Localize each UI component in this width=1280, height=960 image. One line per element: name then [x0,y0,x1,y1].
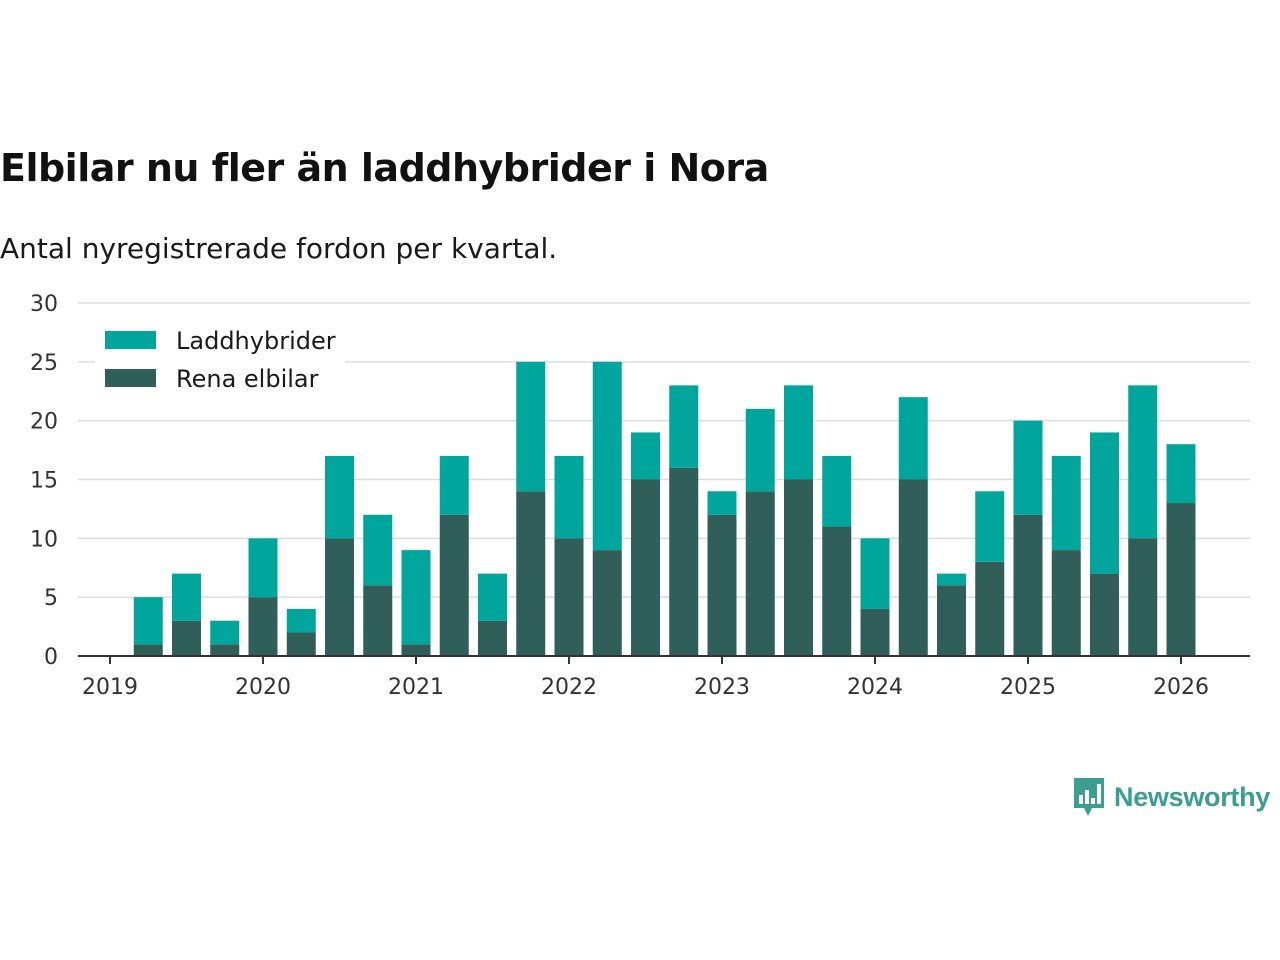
bar-rena-elbilar [669,467,699,656]
bar-laddhybrider [860,538,890,609]
bar-rena-elbilar [439,514,469,656]
x-tick-label: 2025 [1000,675,1056,700]
bar-laddhybrider [478,573,507,621]
bar-laddhybrider [631,432,660,480]
legend-label: Laddhybrider [176,327,336,355]
bar-laddhybrider [707,491,737,515]
bar-laddhybrider [516,361,546,492]
bar-laddhybrider [363,514,393,586]
bar-rena-elbilar [592,550,622,656]
bar-rena-elbilar [1013,514,1043,656]
bar-laddhybrider [975,491,1005,562]
x-tick-label: 2024 [847,675,903,700]
bar-rena-elbilar [325,538,354,656]
bar-laddhybrider [554,455,584,539]
bar-chart-speech-bubble-icon [1074,778,1104,816]
bar-rena-elbilar [631,479,660,656]
legend-swatch [105,369,156,387]
x-tick-label: 2023 [694,675,750,700]
legend: Laddhybrider Rena elbilar [95,322,345,400]
x-tick-label: 2022 [541,675,597,700]
bar-laddhybrider [1051,455,1081,551]
chart-subtitle: Antal nyregistrerade fordon per kvartal. [0,232,558,265]
bar-rena-elbilar [172,620,201,656]
bar-laddhybrider [745,408,775,492]
bar-rena-elbilar [286,632,316,656]
bar-laddhybrider [325,455,354,539]
bar-rena-elbilar [1090,573,1119,656]
y-tick-label: 25 [30,351,58,376]
y-tick-label: 20 [30,410,58,435]
bar-laddhybrider [898,397,928,480]
bar-laddhybrider [1090,432,1119,574]
bar-rena-elbilar [784,479,813,656]
bar-laddhybrider [822,455,852,527]
bar-rena-elbilar [1128,538,1158,656]
bar-rena-elbilar [975,561,1005,656]
bar-laddhybrider [1013,420,1043,515]
bar-laddhybrider [784,385,813,480]
bar-rena-elbilar [822,526,852,656]
bar-rena-elbilar [554,538,584,656]
y-tick-label: 0 [44,645,58,670]
bar-laddhybrider [210,620,240,645]
bar-rena-elbilar [1166,503,1196,656]
x-tick-label: 2020 [235,675,291,700]
y-tick-label: 10 [30,527,58,552]
bar-rena-elbilar [478,620,507,656]
legend-swatch [105,331,156,349]
bar-rena-elbilar [401,644,431,656]
bar-rena-elbilar [898,479,928,656]
bar-rena-elbilar [937,585,966,656]
bar-laddhybrider [592,361,622,551]
x-tick-label: 2019 [82,675,138,700]
chart-title: Elbilar nu fler än laddhybrider i Nora [0,146,769,190]
bar-laddhybrider [439,455,469,515]
y-tick-label: 5 [44,586,58,611]
bar-laddhybrider [133,597,163,645]
bar-rena-elbilar [860,608,890,656]
bar-laddhybrider [1166,444,1196,504]
bar-laddhybrider [248,538,278,598]
bar-rena-elbilar [1051,550,1081,656]
bar-rena-elbilar [210,644,240,656]
newsworthy-logo: Newsworthy [1072,776,1270,818]
y-tick-label: 15 [30,469,58,494]
y-tick-label: 30 [30,292,58,317]
bar-laddhybrider [172,573,201,621]
bar-rena-elbilar [133,644,163,656]
x-tick-label: 2026 [1153,675,1209,700]
legend-label: Rena elbilar [176,365,319,393]
bar-rena-elbilar [516,491,546,656]
bar-rena-elbilar [707,514,737,656]
x-tick-label: 2021 [388,675,444,700]
bar-rena-elbilar [248,597,278,656]
bar-laddhybrider [669,385,699,468]
bar-laddhybrider [401,550,431,645]
bar-laddhybrider [286,608,316,633]
bar-rena-elbilar [363,585,393,656]
bar-laddhybrider [937,573,966,586]
bar-laddhybrider [1128,385,1158,539]
newsworthy-wordmark: Newsworthy [1114,781,1271,812]
bar-rena-elbilar [745,491,775,656]
